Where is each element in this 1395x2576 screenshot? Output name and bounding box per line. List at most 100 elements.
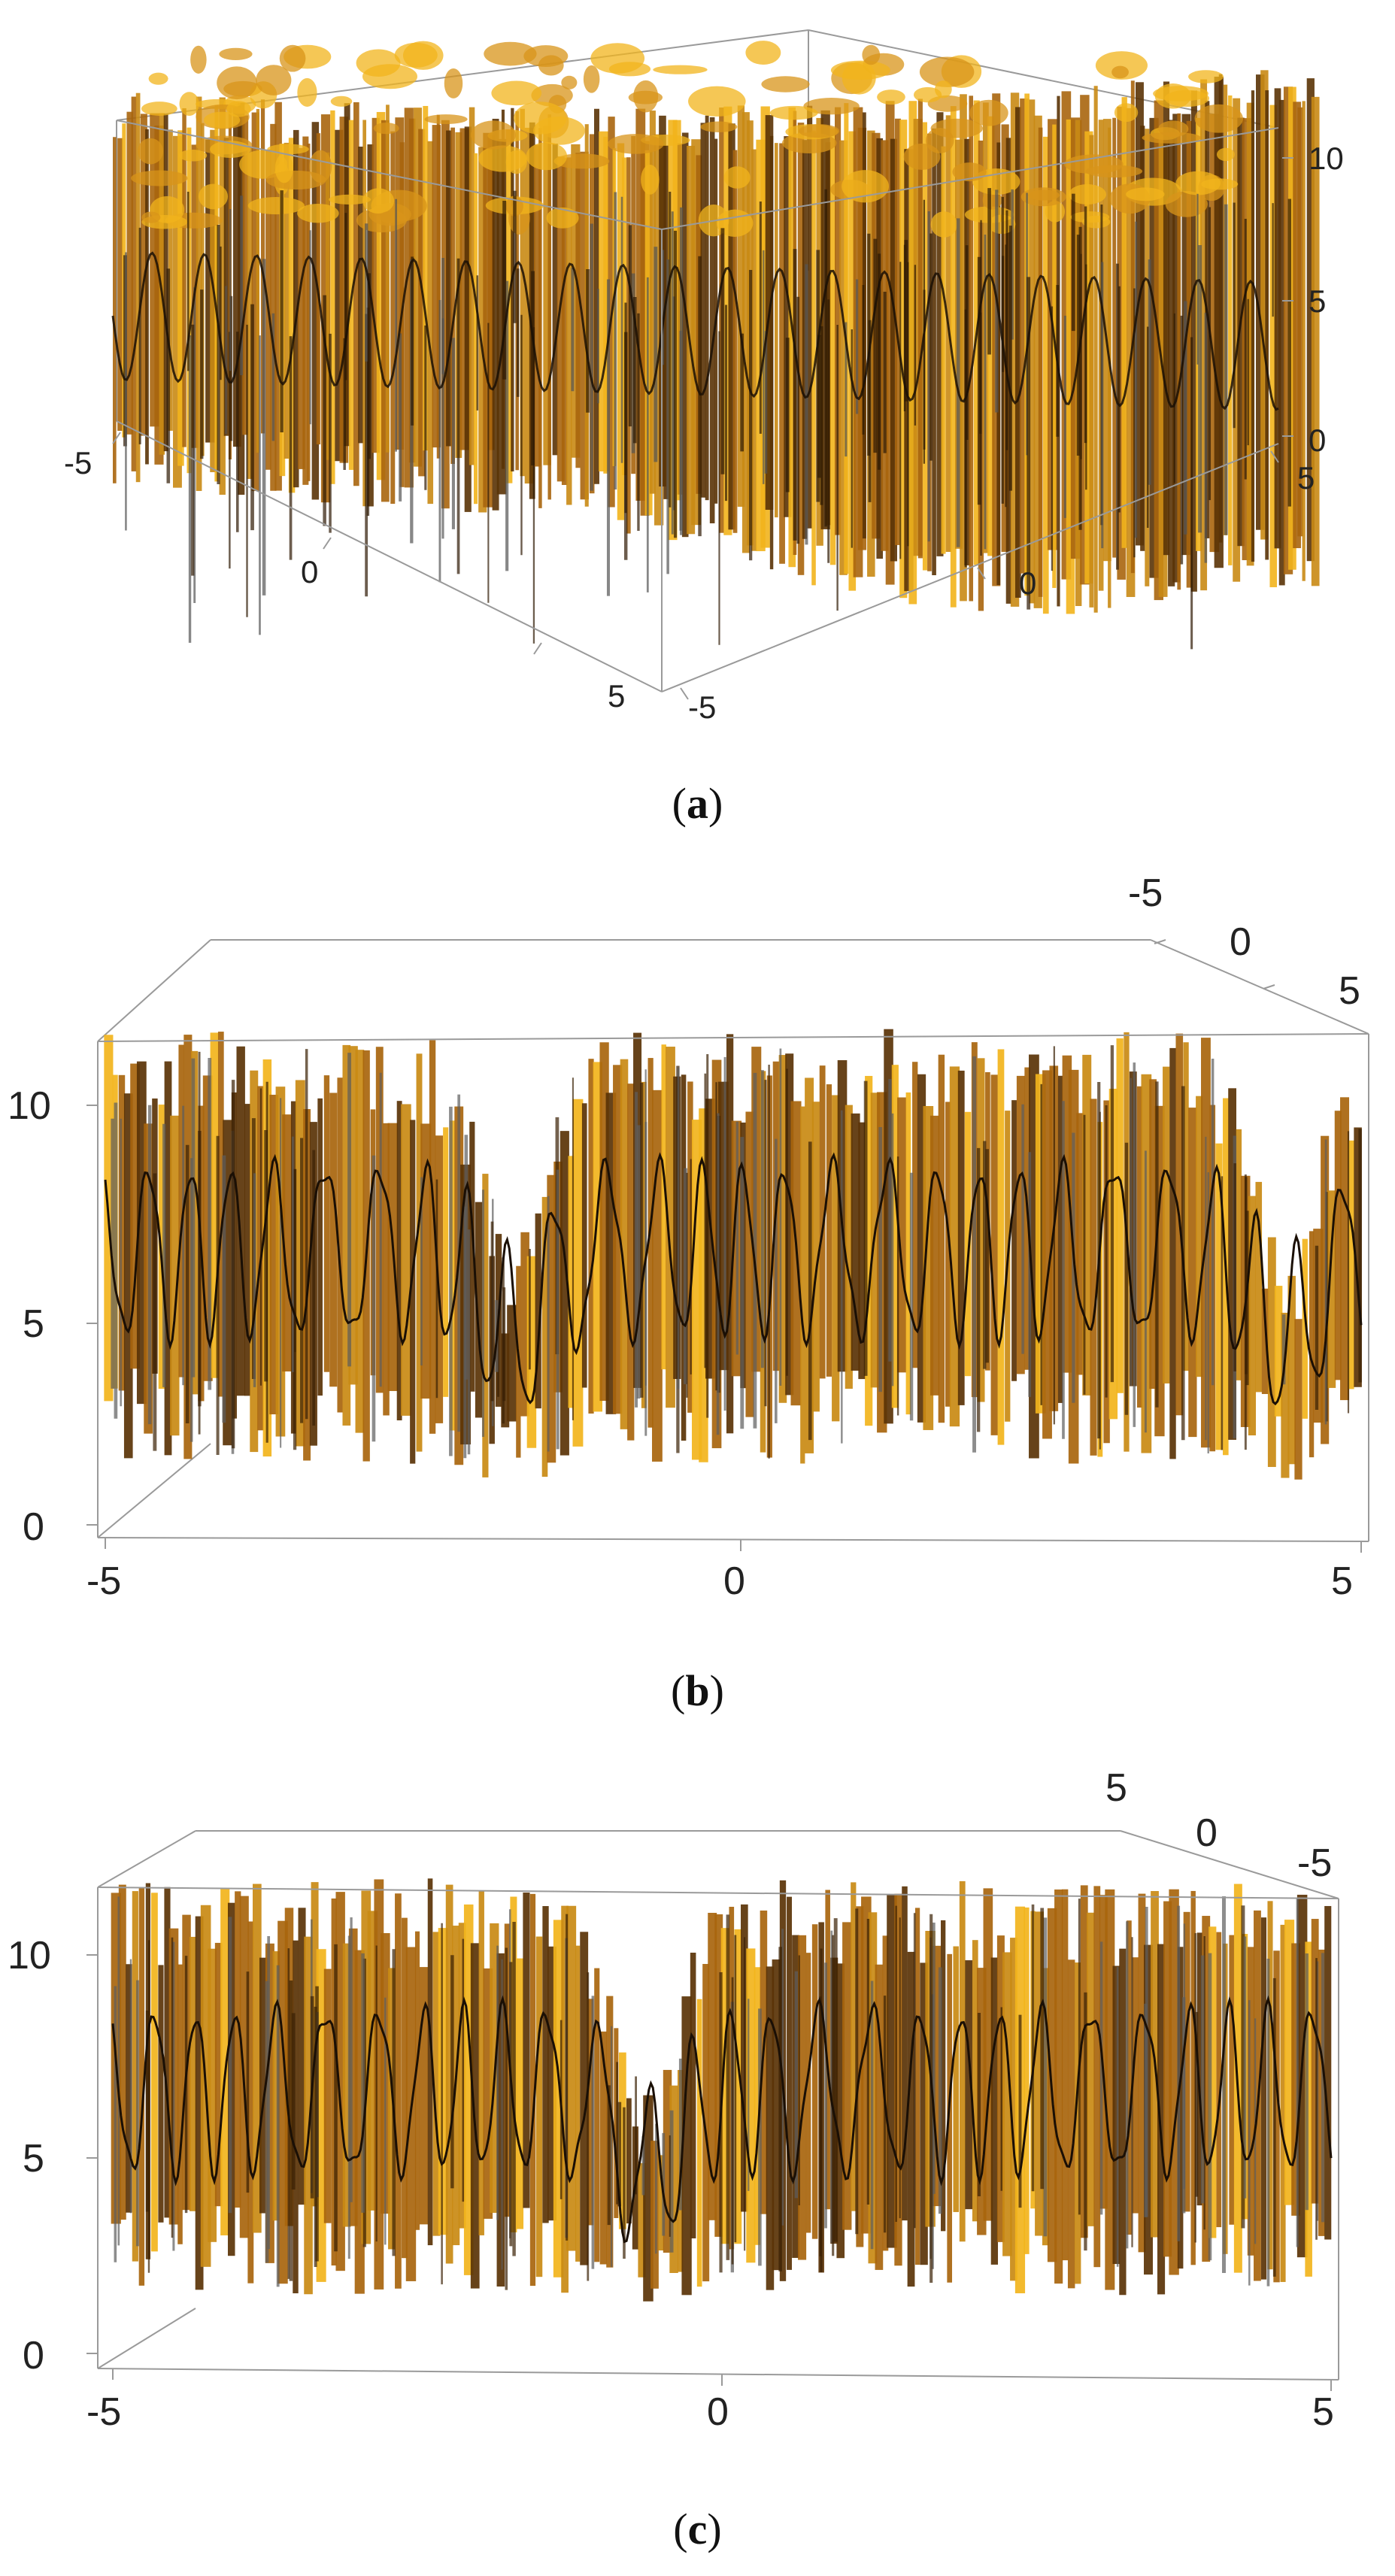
surface-rib	[932, 128, 936, 576]
surface-rib	[851, 1113, 860, 1371]
surface-highlight	[769, 105, 818, 120]
surface-rib	[117, 138, 123, 431]
surface-rib	[652, 1089, 663, 1462]
surface-plot-a: -5 0 5 -5 0 5 0 5 10	[64, 29, 1344, 725]
surface-rib	[388, 1968, 396, 2250]
surface-rib	[159, 113, 165, 455]
surface-rib	[800, 1106, 805, 1464]
surface-rib	[450, 127, 455, 464]
surface-rib	[1067, 1959, 1075, 2289]
surface-rib	[1024, 1907, 1030, 2254]
surface-highlight	[862, 44, 881, 65]
box-front-c	[97, 1887, 1339, 2381]
surface-rib	[534, 144, 541, 467]
surface-rib	[891, 1065, 899, 1408]
surface-rib	[244, 1104, 250, 1396]
surface-rib	[1010, 92, 1020, 607]
surface-rib	[132, 1891, 138, 2262]
surface-rib	[1190, 90, 1197, 592]
surface-rib	[330, 110, 335, 484]
surface-rib	[516, 1958, 524, 2229]
surface-rib	[242, 115, 249, 435]
surface-highlight	[919, 56, 975, 87]
surface-rib	[1237, 117, 1245, 547]
surface-rib	[1086, 1912, 1095, 2226]
panel-b: -5 0 5 0 5 10 -5 0 5	[0, 842, 1395, 1669]
surface-rib	[1119, 1948, 1127, 2296]
y-tick-b-2: 5	[1339, 969, 1360, 1013]
surface-rib	[256, 108, 260, 453]
surface-rib	[362, 120, 367, 507]
z-tick-b-1: 5	[23, 1302, 44, 1346]
surface-rib	[627, 1083, 635, 1441]
x-tick-c-2: 5	[1312, 2390, 1334, 2434]
surface-highlight	[217, 66, 257, 100]
surface-rib	[355, 1050, 365, 1433]
surface-rib	[235, 1891, 241, 2208]
y-tick-a-0: -5	[688, 689, 716, 725]
surface-highlight	[913, 86, 942, 103]
surface-rib	[423, 105, 429, 451]
surface-rib	[811, 130, 816, 586]
surface-rib	[542, 1906, 549, 2223]
surface-rib	[1183, 1042, 1189, 1371]
surface-rib	[917, 98, 923, 559]
surface-highlight	[830, 60, 890, 80]
surface-rib	[445, 1884, 453, 2264]
contour-line	[111, 251, 1279, 411]
surface-rib	[469, 1121, 475, 1392]
surface-rib	[547, 1946, 557, 2221]
surface-rib	[1137, 1086, 1143, 1408]
surface-rib	[547, 1174, 556, 1463]
surface-rib	[414, 108, 422, 467]
surface-rib	[885, 101, 895, 585]
surface-rib	[1169, 1047, 1176, 1459]
surface-highlight	[373, 123, 399, 135]
surface-rib	[210, 129, 217, 472]
surface-rib	[189, 1936, 197, 2211]
surface-rib	[638, 2162, 646, 2277]
surface-rib	[972, 1940, 978, 2222]
panel-c: -5 0 5 0 5 10 5 0 -5	[0, 1737, 1395, 2489]
surface-rib	[151, 1893, 158, 2252]
surface-rib	[745, 1111, 754, 1417]
surface-rib	[1305, 1941, 1312, 2277]
surface-rib	[1090, 1099, 1097, 1456]
surface-highlight	[533, 116, 585, 145]
surface-rib	[575, 153, 581, 468]
surface-rib	[1112, 117, 1117, 558]
surface-rib	[223, 138, 230, 436]
surface-rib	[195, 1916, 204, 2290]
caption-b: (b)	[671, 1666, 724, 1715]
surface-highlight	[1175, 171, 1221, 195]
surface-rib	[594, 1968, 600, 2262]
surface-rib	[371, 117, 380, 453]
surface-rib	[1334, 1111, 1342, 1380]
surface-rib	[1138, 1893, 1146, 2253]
surface-rib	[617, 143, 625, 520]
surface-rib	[805, 1953, 811, 2233]
surface-rib	[414, 1931, 420, 2230]
caption-b-letter: b	[685, 1666, 710, 1715]
surface-rib	[613, 1065, 623, 1414]
surface-rib	[1130, 80, 1135, 574]
surface-rib	[775, 143, 778, 518]
surface-highlight	[688, 86, 746, 117]
surface-rib	[208, 1948, 217, 2242]
surface-rib	[331, 1898, 337, 2266]
surface-rib	[1116, 1038, 1124, 1393]
surface-rib	[492, 118, 499, 511]
surface-rib	[1093, 86, 1098, 613]
surface-rib	[788, 107, 796, 568]
surface-rib	[929, 1115, 940, 1396]
surface-rib	[329, 1093, 338, 1387]
surface-rib	[145, 129, 149, 465]
surface-rib	[947, 1953, 953, 2283]
x-tick-b-1: 0	[723, 1559, 745, 1603]
surface-rib	[429, 1040, 436, 1434]
surface-highlight	[877, 89, 905, 105]
surface-rib	[1117, 106, 1126, 580]
surface-rib	[705, 115, 709, 501]
surface-rib	[784, 136, 792, 517]
surface-rib	[418, 129, 426, 477]
